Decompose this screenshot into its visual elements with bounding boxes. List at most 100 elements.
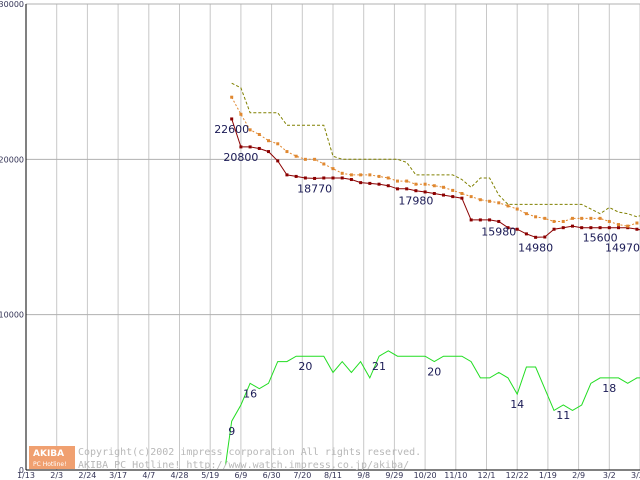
y-tick-label: 0 [19,466,24,475]
series-point [561,226,565,230]
copyright-line: Copyright(c)2002 impress corporation All… [78,447,421,458]
series-point [331,167,335,171]
series-point [488,218,492,222]
series-point [395,179,399,183]
series-point [552,227,556,231]
series-point [322,176,326,180]
series-point [570,224,574,228]
data-label: 18 [602,382,616,395]
series-point [626,226,630,230]
data-label: 20 [427,366,441,379]
series-point [276,142,280,146]
akiba-logo-bg [29,446,75,469]
data-label: 14980 [518,241,553,254]
series-point [460,192,464,196]
series-point [478,198,482,202]
series-point [607,226,611,230]
akiba-logo-text: AKIBA [33,449,64,459]
series-point [488,199,492,203]
series-point [267,150,271,154]
series-point [561,219,565,223]
data-label: 17980 [398,195,433,208]
series-point [543,235,547,239]
series-line [225,350,640,465]
series-point [598,226,602,230]
series-point [313,157,317,161]
series-point [423,182,427,186]
series-point [303,176,307,180]
data-label: 15600 [583,232,618,245]
data-label: 18770 [297,182,332,195]
data-label: 20 [298,360,312,373]
data-label: 14 [510,398,524,411]
series-point [368,173,372,177]
series-point [515,227,519,231]
x-tick-label: 3/2 [603,471,616,480]
series-point [432,192,436,196]
series-point [239,112,243,116]
series-point [405,187,409,191]
series-point [497,219,501,223]
x-tick-label: 9/29 [385,471,403,480]
series-point [506,226,510,230]
series-point [340,171,344,175]
x-tick-label: 12/1 [478,471,496,480]
series-point [377,182,381,186]
series-point [349,178,353,182]
x-tick-label: 2/3 [50,471,63,480]
series-point [451,195,455,199]
series-point [460,196,464,200]
x-tick-label: 4/7 [142,471,155,480]
series-point [617,226,621,230]
series-point [257,132,261,136]
series-point [285,173,289,177]
x-tick-label: 6/30 [263,471,281,480]
x-tick-label: 2/24 [78,471,96,480]
series-point [497,201,501,205]
series-point [635,221,639,225]
x-tick-labels: 1/13 2/3 2/24 3/17 4/7 4/28 5/19 6/9 6/30 7/20 8/1… [17,471,640,480]
x-tick-label: 7/20 [293,471,311,480]
data-label: 22600 [214,123,249,136]
data-label: 11 [556,409,570,422]
axes [25,4,640,471]
series-point [478,218,482,222]
series-point [313,176,317,180]
x-tick-label: 6/9 [234,471,247,480]
series-lines [225,82,640,465]
series-point [359,173,363,177]
series-point [442,185,446,189]
grid-lines [25,3,640,471]
series-point [442,193,446,197]
series-point [617,223,621,227]
x-tick-label: 3/23 [631,471,640,480]
series-point [580,226,584,230]
series-point [276,159,280,163]
y-tick-labels: 0 10000 20000 30000 [0,0,24,475]
series-point [340,176,344,180]
series-point [230,95,234,99]
series-point [598,216,602,220]
akiba-logo-subtext: PC Hotline! [33,461,66,468]
series-point [580,216,584,220]
series-line [231,82,640,218]
data-label: 15980 [481,225,516,238]
x-tick-label: 3/17 [109,471,127,480]
series-point [349,173,353,177]
series-point [230,117,234,121]
series-point [570,216,574,220]
series-point [543,216,547,220]
x-tick-label: 9/8 [357,471,370,480]
series-point [294,174,298,178]
series-point [257,146,261,150]
series-point [239,145,243,149]
series-point [515,207,519,211]
x-tick-label: 8/11 [324,471,342,480]
series-point [377,174,381,178]
x-tick-label: 2/9 [572,471,585,480]
data-label: 20800 [223,151,258,164]
series-point [626,224,630,228]
copyright-watermark: AKIBA PC Hotline! Copyright(c)2002 impre… [29,446,421,471]
series-point [267,139,271,143]
